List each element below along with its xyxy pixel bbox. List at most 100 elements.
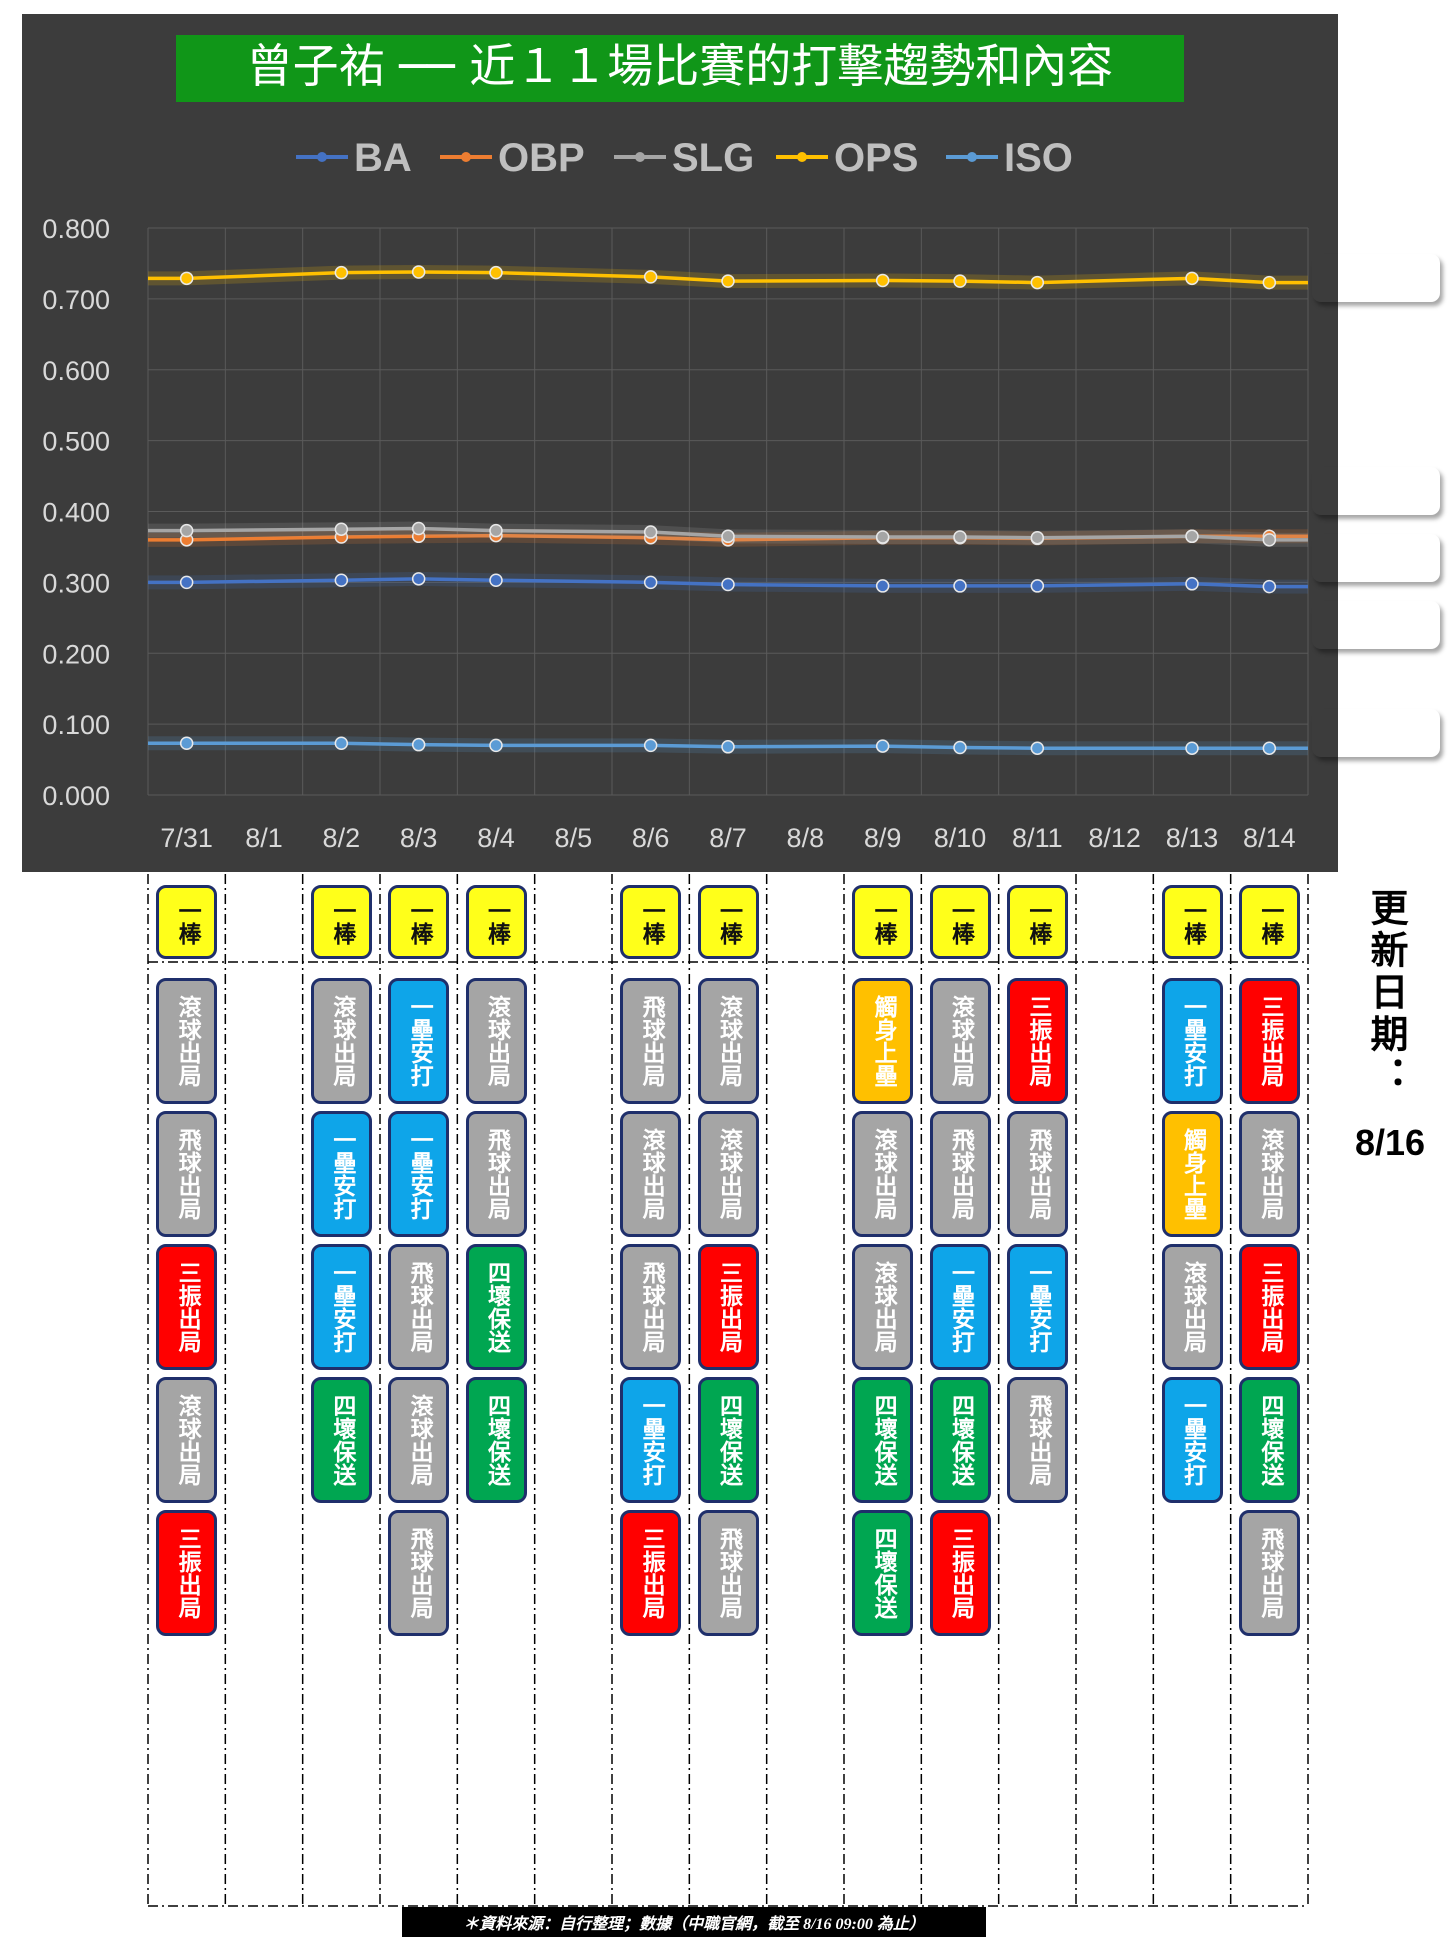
data-point-iso (643, 738, 658, 753)
data-point-iso (1262, 741, 1277, 755)
plate-appearance-fly-out: 飛球出局 (697, 1510, 759, 1636)
plate-appearance-ground-out: 滾球出局 (852, 1111, 914, 1237)
plate-appearance-walk: 四壞保送 (1238, 1377, 1300, 1503)
plate-appearance-ground-out: 滾球出局 (620, 1111, 682, 1237)
series-lines (148, 264, 1308, 756)
y-tick-label: 0.300 (42, 568, 110, 598)
plate-appearance-hbp: 觸身上壘 (1161, 1111, 1223, 1237)
data-point-ops (721, 274, 735, 288)
plate-appearance-strikeout: 三振出局 (156, 1244, 218, 1370)
data-point-ops (179, 271, 194, 286)
legend-marker (967, 152, 977, 162)
end-label-slg: SLG (1312, 534, 1440, 582)
y-tick-label: 0.600 (42, 356, 110, 386)
y-tick-label: 0.400 (42, 498, 110, 528)
plate-appearance-ground-out: 滾球出局 (388, 1377, 450, 1503)
legend-label: BA (354, 136, 412, 180)
legend-marker (635, 152, 645, 162)
data-point-iso (1030, 741, 1045, 755)
data-point-ops (875, 273, 890, 288)
data-point-slg (489, 523, 503, 538)
data-point-slg (1030, 530, 1045, 545)
data-point-ba (643, 575, 658, 590)
data-point-ops (1030, 275, 1045, 290)
plate-appearance-single: 一壘安打 (1161, 1377, 1223, 1503)
x-tick-label: 8/10 (934, 823, 987, 853)
plate-appearance-single: 一壘安打 (929, 1244, 991, 1370)
legend-marker (797, 152, 807, 162)
end-label-text: SLG (1350, 543, 1402, 572)
plate-appearance-ground-out: 滾球出局 (852, 1244, 914, 1370)
data-point-ops (334, 265, 349, 280)
source-note: ＊資料來源：自行整理；數據（中職官網，截至 8/16 09:00 為止） (402, 1907, 986, 1937)
plate-appearance-ground-out: 滾球出局 (465, 978, 527, 1104)
y-tick-label: 0.700 (42, 285, 110, 315)
plate-appearance-strikeout: 三振出局 (929, 1510, 991, 1636)
plate-appearance-strikeout: 三振出局 (1238, 1244, 1300, 1370)
end-label-text: OBP (1349, 476, 1403, 505)
data-point-ba (179, 575, 194, 590)
data-point-slg (411, 521, 426, 536)
data-point-slg (179, 523, 194, 538)
plate-appearance-single: 一壘安打 (310, 1111, 372, 1237)
y-tick-label: 0.200 (42, 639, 110, 669)
plate-appearance-walk: 四壞保送 (929, 1377, 991, 1503)
data-point-slg (875, 530, 890, 544)
x-tick-label: 8/4 (477, 823, 515, 853)
plate-appearance-fly-out: 飛球出局 (620, 978, 682, 1104)
plate-appearance-fly-out: 飛球出局 (156, 1111, 218, 1237)
plate-appearance-ground-out: 滾球出局 (310, 978, 372, 1104)
data-point-ops (643, 270, 658, 284)
x-tick-label: 8/8 (787, 823, 825, 853)
plate-appearance-walk: 四壞保送 (852, 1510, 914, 1636)
plate-appearance-fly-out: 飛球出局 (1238, 1510, 1300, 1636)
legend-marker (461, 152, 471, 162)
data-point-ba (721, 577, 735, 592)
x-tick-label: 8/7 (709, 823, 747, 853)
plate-appearance-strikeout: 三振出局 (1238, 978, 1300, 1104)
batting-slot-badge: 一棒 (465, 885, 527, 959)
data-point-ops (1185, 271, 1199, 286)
title-banner (176, 35, 1184, 102)
plate-appearance-ground-out: 滾球出局 (929, 978, 991, 1104)
plate-appearance-walk: 四壞保送 (310, 1377, 372, 1503)
plate-appearance-walk: 四壞保送 (852, 1377, 914, 1503)
plate-appearance-hbp: 觸身上壘 (852, 978, 914, 1104)
x-tick-label: 8/11 (1012, 823, 1063, 853)
plate-appearance-ground-out: 滾球出局 (156, 1377, 218, 1503)
data-point-iso (1185, 741, 1199, 755)
x-tick-label: 8/13 (1166, 823, 1219, 853)
plate-appearance-fly-out: 飛球出局 (388, 1510, 450, 1636)
data-point-iso (334, 736, 349, 751)
plate-appearance-single: 一壘安打 (388, 978, 450, 1104)
legend-label: OBP (498, 136, 585, 180)
y-tick-label: 0.000 (42, 781, 110, 811)
batting-slot-badge: 一棒 (388, 885, 450, 959)
plate-appearance-ground-out: 滾球出局 (1238, 1111, 1300, 1237)
plate-appearance-single: 一壘安打 (310, 1244, 372, 1370)
plate-appearance-strikeout: 三振出局 (1006, 978, 1068, 1104)
batting-slot-badge: 一棒 (1161, 885, 1223, 959)
data-point-ba (334, 573, 349, 587)
plate-appearance-fly-out: 飛球出局 (1006, 1377, 1068, 1503)
plate-appearance-fly-out: 飛球出局 (620, 1244, 682, 1370)
data-point-iso (953, 740, 967, 755)
update-date: 8/16 (1354, 1122, 1426, 1163)
x-tick-label: 8/5 (555, 823, 593, 853)
end-label-obp: OBP (1312, 467, 1440, 515)
plate-appearance-strikeout: 三振出局 (156, 1510, 218, 1636)
plate-appearance-ground-out: 滾球出局 (1161, 1244, 1223, 1370)
plate-appearance-ground-out: 滾球出局 (697, 978, 759, 1104)
data-point-iso (875, 739, 890, 753)
end-label-text: OPS (1349, 263, 1403, 292)
legend-label: ISO (1004, 136, 1073, 180)
data-point-ops (411, 265, 426, 279)
plate-appearance-fly-out: 飛球出局 (929, 1111, 991, 1237)
batting-slot-badge: 一棒 (852, 885, 914, 959)
batting-slot-badge: 一棒 (156, 885, 218, 959)
end-label-ba: BA (1312, 601, 1440, 649)
x-tick-label: 8/1 (245, 823, 283, 853)
x-tick-label: 8/9 (864, 823, 902, 853)
x-tick-label: 8/3 (400, 823, 438, 853)
plate-appearance-single: 一壘安打 (1006, 1244, 1068, 1370)
